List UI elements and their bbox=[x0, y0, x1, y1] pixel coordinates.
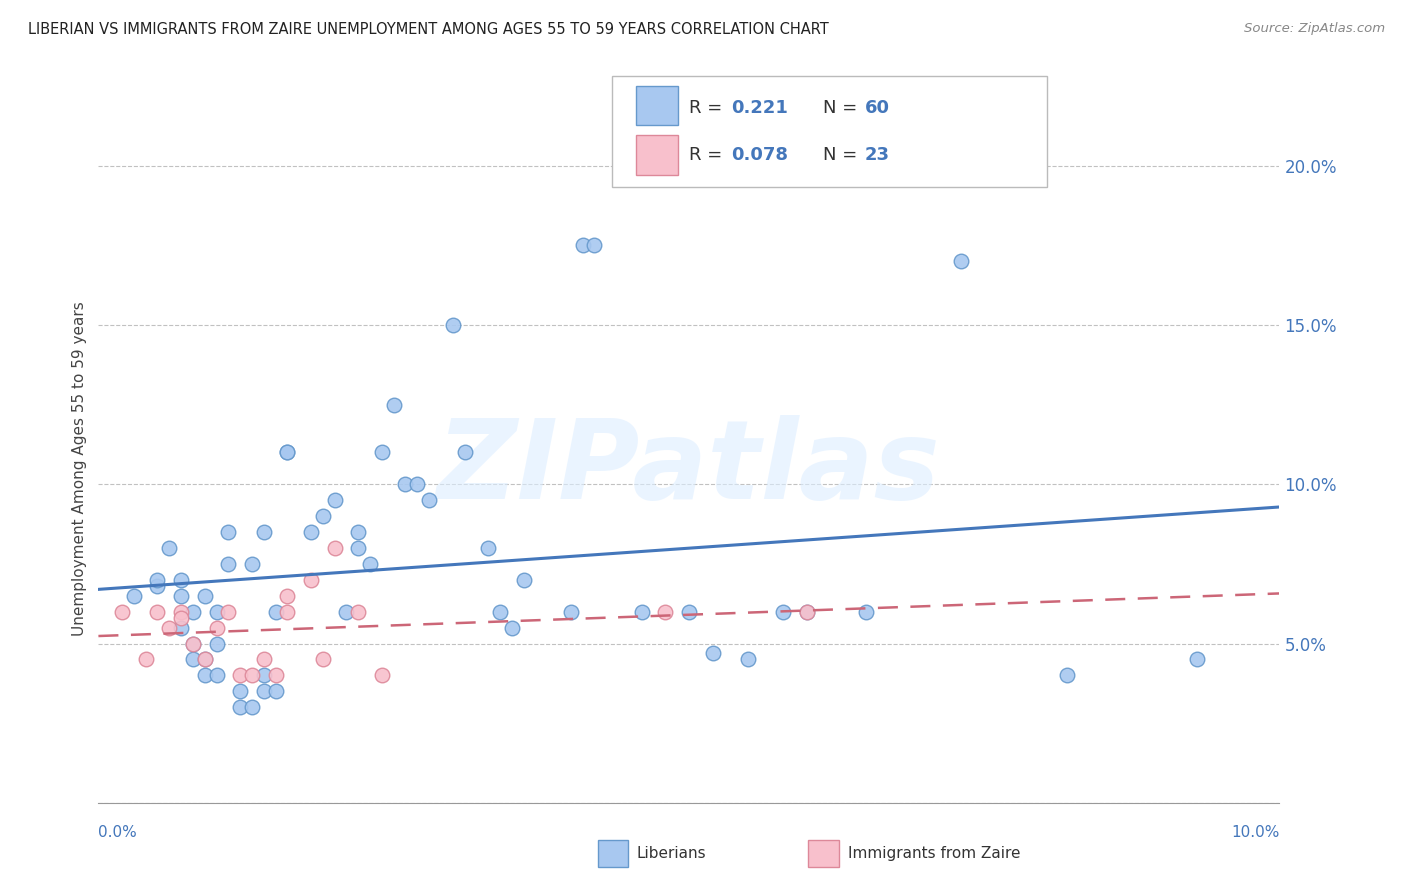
Point bbox=[205, 621, 228, 635]
Point bbox=[264, 684, 287, 698]
Text: 0.221: 0.221 bbox=[731, 99, 787, 117]
Point bbox=[146, 573, 169, 587]
Point bbox=[583, 238, 606, 252]
Point bbox=[264, 605, 287, 619]
Point bbox=[394, 477, 416, 491]
Point bbox=[240, 668, 263, 682]
Point bbox=[1185, 652, 1208, 666]
Point bbox=[949, 254, 972, 268]
Point bbox=[678, 605, 700, 619]
Point bbox=[146, 605, 169, 619]
Point bbox=[194, 589, 217, 603]
Point bbox=[111, 605, 134, 619]
Point bbox=[359, 557, 381, 571]
Point bbox=[194, 652, 217, 666]
Point bbox=[170, 573, 193, 587]
Point bbox=[135, 652, 157, 666]
Text: 10.0%: 10.0% bbox=[1232, 825, 1279, 840]
Point bbox=[170, 611, 193, 625]
Point bbox=[796, 605, 818, 619]
Point bbox=[335, 605, 357, 619]
Point bbox=[441, 318, 464, 332]
Text: 60: 60 bbox=[865, 99, 890, 117]
Point bbox=[170, 621, 193, 635]
Point bbox=[560, 605, 582, 619]
Point bbox=[312, 652, 335, 666]
Point bbox=[772, 605, 794, 619]
Point bbox=[323, 541, 346, 555]
Point bbox=[299, 573, 322, 587]
Point bbox=[276, 605, 298, 619]
Point bbox=[157, 541, 180, 555]
Point bbox=[371, 445, 394, 459]
Point bbox=[323, 493, 346, 508]
Point bbox=[181, 605, 204, 619]
Point bbox=[276, 445, 298, 459]
Point bbox=[205, 605, 228, 619]
Point bbox=[1056, 668, 1078, 682]
Point bbox=[181, 636, 204, 650]
Text: Liberians: Liberians bbox=[637, 847, 707, 861]
Point bbox=[253, 652, 276, 666]
Point bbox=[264, 668, 287, 682]
Point bbox=[194, 652, 217, 666]
Point bbox=[253, 524, 276, 539]
Point bbox=[382, 398, 405, 412]
Point bbox=[276, 589, 298, 603]
Point bbox=[194, 668, 217, 682]
Text: 23: 23 bbox=[865, 146, 890, 164]
Point bbox=[347, 605, 370, 619]
Text: 0.0%: 0.0% bbox=[98, 825, 138, 840]
Text: R =: R = bbox=[689, 146, 728, 164]
Text: Source: ZipAtlas.com: Source: ZipAtlas.com bbox=[1244, 22, 1385, 36]
Text: N =: N = bbox=[823, 99, 862, 117]
Point bbox=[229, 668, 252, 682]
Point bbox=[170, 605, 193, 619]
Point bbox=[406, 477, 429, 491]
Point bbox=[253, 684, 276, 698]
Point bbox=[796, 605, 818, 619]
Point bbox=[347, 524, 370, 539]
Point bbox=[229, 700, 252, 714]
Point bbox=[855, 605, 877, 619]
Point bbox=[453, 445, 475, 459]
Point bbox=[312, 509, 335, 524]
Text: LIBERIAN VS IMMIGRANTS FROM ZAIRE UNEMPLOYMENT AMONG AGES 55 TO 59 YEARS CORRELA: LIBERIAN VS IMMIGRANTS FROM ZAIRE UNEMPL… bbox=[28, 22, 830, 37]
Point bbox=[418, 493, 440, 508]
Point bbox=[122, 589, 145, 603]
Point bbox=[181, 652, 204, 666]
Point bbox=[157, 621, 180, 635]
Point bbox=[489, 605, 512, 619]
Point bbox=[217, 557, 239, 571]
Text: N =: N = bbox=[823, 146, 862, 164]
Point bbox=[702, 646, 724, 660]
Point bbox=[630, 605, 652, 619]
Point bbox=[229, 684, 252, 698]
Point bbox=[146, 579, 169, 593]
Point bbox=[299, 524, 322, 539]
Point bbox=[205, 668, 228, 682]
Text: Immigrants from Zaire: Immigrants from Zaire bbox=[848, 847, 1021, 861]
Point bbox=[253, 668, 276, 682]
Point bbox=[240, 700, 263, 714]
Point bbox=[240, 557, 263, 571]
Y-axis label: Unemployment Among Ages 55 to 59 years: Unemployment Among Ages 55 to 59 years bbox=[72, 301, 87, 636]
Text: 0.078: 0.078 bbox=[731, 146, 789, 164]
Point bbox=[347, 541, 370, 555]
Point bbox=[181, 636, 204, 650]
Point bbox=[276, 445, 298, 459]
Point bbox=[501, 621, 523, 635]
Point bbox=[217, 605, 239, 619]
Text: ZIPatlas: ZIPatlas bbox=[437, 415, 941, 522]
Point bbox=[170, 589, 193, 603]
Point bbox=[571, 238, 593, 252]
Point bbox=[205, 636, 228, 650]
Point bbox=[737, 652, 759, 666]
Point bbox=[217, 524, 239, 539]
Text: R =: R = bbox=[689, 99, 728, 117]
Point bbox=[477, 541, 499, 555]
Point bbox=[371, 668, 394, 682]
Point bbox=[512, 573, 534, 587]
Point bbox=[654, 605, 676, 619]
